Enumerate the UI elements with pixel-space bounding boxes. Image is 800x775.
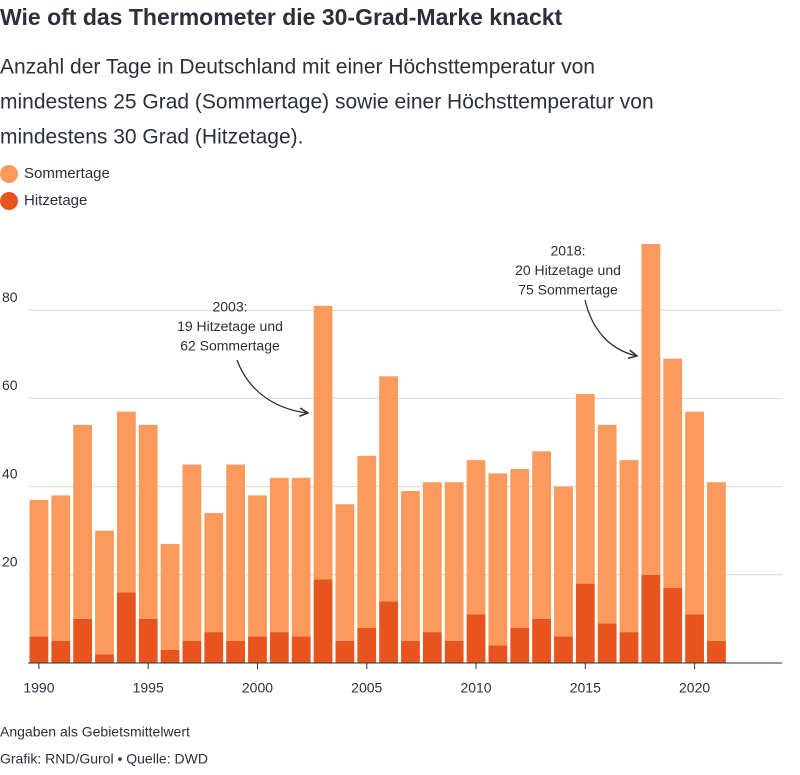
bar (597, 623, 617, 663)
annotation: 62 Sommertage (180, 338, 280, 354)
bar (204, 632, 224, 663)
bar (335, 640, 355, 663)
legend-swatch (0, 192, 18, 210)
bar (685, 614, 704, 663)
annotation: 75 Sommertage (518, 282, 618, 298)
bar (313, 579, 333, 663)
bar (641, 244, 661, 575)
bar (379, 376, 399, 602)
bar (575, 393, 595, 584)
bar (269, 477, 289, 633)
bar (269, 632, 289, 663)
bar (204, 513, 224, 633)
bar (248, 636, 267, 663)
bar (95, 654, 114, 663)
bar (707, 640, 726, 663)
bar (532, 618, 551, 663)
bar (554, 636, 573, 663)
bar (444, 482, 464, 641)
bar (488, 473, 508, 646)
x-tick-label: 2005 (351, 680, 382, 696)
subtitle: mindestens 30 Grad (Hitzetage). (0, 126, 303, 149)
note: Angaben als Gebietsmittelwert (0, 724, 190, 740)
bar (444, 640, 464, 663)
bar (707, 482, 726, 641)
x-tick-label: 2020 (679, 680, 710, 696)
bar (160, 649, 180, 663)
bar (488, 645, 508, 663)
bar (291, 636, 311, 663)
note: Grafik: RND/Gurol • Quelle: DWD (0, 751, 208, 767)
bar (532, 451, 551, 619)
bar (663, 358, 683, 589)
bar (51, 640, 71, 663)
bar (401, 640, 420, 663)
bar (138, 424, 158, 619)
bar (73, 424, 93, 619)
x-tick-label: 1995 (133, 680, 164, 696)
bar (597, 424, 617, 624)
bar (401, 491, 420, 641)
annotation: 2003: (212, 299, 247, 315)
bar (313, 305, 333, 580)
bar (29, 636, 49, 663)
bar (51, 495, 71, 641)
bar (466, 614, 486, 663)
y-tick-label: 80 (2, 289, 18, 305)
annotation: 19 Hitzetage und (177, 318, 283, 334)
bar (422, 632, 442, 663)
y-tick-label: 60 (2, 377, 18, 393)
bar (291, 477, 311, 637)
bar (248, 495, 267, 637)
y-tick-label: 40 (2, 465, 18, 481)
bar (357, 627, 377, 663)
bar (29, 499, 49, 637)
subtitle: mindestens 25 Grad (Sommertage) sowie ei… (0, 91, 654, 114)
bar (641, 574, 661, 663)
bar (357, 455, 377, 628)
bar (619, 632, 639, 663)
x-tick-label: 1990 (23, 680, 54, 696)
x-tick-label: 2000 (242, 680, 273, 696)
bar (554, 486, 573, 637)
annotation-arrow (236, 359, 308, 413)
legend-label: Sommertage (24, 165, 110, 182)
bar (510, 468, 530, 628)
legend-swatch (0, 165, 18, 183)
bar (619, 460, 639, 633)
bar (95, 530, 114, 655)
legend-label: Hitzetage (24, 192, 87, 209)
chart-title: Wie oft das Thermometer die 30-Grad-Mark… (0, 4, 563, 30)
bar (226, 464, 246, 641)
bar (116, 411, 136, 593)
y-tick-label: 20 (2, 554, 18, 570)
bar (182, 464, 202, 641)
bar (379, 601, 399, 663)
annotation: 2018: (550, 243, 585, 259)
x-tick-label: 2015 (570, 680, 601, 696)
bar (510, 627, 530, 663)
bar (575, 583, 595, 663)
x-tick-label: 2010 (460, 680, 491, 696)
bar (73, 618, 93, 663)
bar (335, 504, 355, 641)
bar (182, 640, 202, 663)
bar (663, 588, 683, 663)
bar (685, 411, 704, 615)
bar (226, 640, 246, 663)
subtitle: Anzahl der Tage in Deutschland mit einer… (0, 56, 595, 79)
bar (466, 460, 486, 615)
bar (422, 482, 442, 633)
bar (116, 592, 136, 663)
annotation: 20 Hitzetage und (515, 262, 621, 278)
bar (160, 543, 180, 650)
bar (138, 618, 158, 663)
annotation-arrow (584, 299, 637, 356)
